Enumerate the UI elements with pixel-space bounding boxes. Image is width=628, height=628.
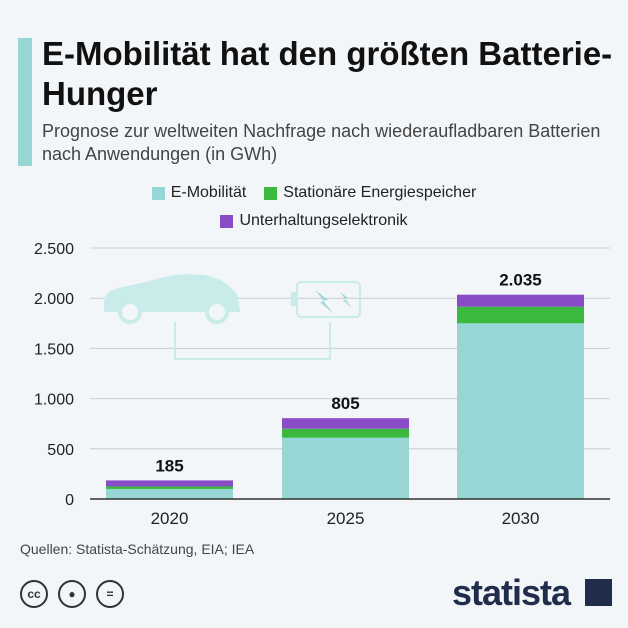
bar-segment-2030-2: [457, 294, 584, 307]
statista-logo-mark: [585, 579, 612, 606]
battery-icon: [296, 281, 361, 318]
car-icon: [104, 274, 240, 312]
bar-segment-2020-2: [106, 480, 233, 487]
total-label: 2.035: [499, 271, 542, 290]
total-label: 805: [331, 394, 359, 413]
bar-segment-2025-1: [282, 428, 409, 438]
legend-swatch: [220, 214, 234, 228]
x-tick-label: 2030: [502, 509, 540, 528]
x-tick-label: 2020: [151, 509, 189, 528]
bar-segment-2020-1: [106, 486, 233, 489]
statista-logo: statista: [452, 572, 571, 613]
legend-item-unterhaltung: Unterhaltungselektronik: [220, 212, 408, 230]
equals-icon: =: [96, 580, 124, 608]
legend-label: Stationäre Energiespeicher: [283, 184, 477, 201]
y-tick-label: 1.500: [34, 341, 74, 358]
bar-segment-2025-0: [282, 437, 409, 499]
total-label: 185: [155, 456, 183, 475]
legend-item-e-mobilitaet: E-Mobilität: [151, 184, 247, 202]
legend-swatch: [151, 186, 165, 200]
legend-swatch: [264, 186, 278, 200]
y-tick-label: 500: [47, 442, 74, 459]
legend-label: Unterhaltungselektronik: [239, 212, 408, 229]
y-tick-label: 0: [65, 492, 74, 509]
cc-icon: cc: [20, 580, 48, 608]
legend: E-Mobilität Stationäre Energiespeicher U…: [0, 184, 628, 240]
bar-segment-2020-0: [106, 488, 233, 499]
bar-segment-2030-1: [457, 306, 584, 324]
y-tick-label: 2.500: [34, 241, 74, 258]
x-tick-label: 2025: [327, 509, 365, 528]
y-tick-label: 1.000: [34, 392, 74, 409]
person-icon: ●: [58, 580, 86, 608]
chart-subtitle: Prognose zur weltweiten Nachfrage nach w…: [42, 121, 601, 164]
y-tick-label: 2.000: [34, 291, 74, 308]
bar-segment-2030-0: [457, 323, 584, 499]
car-battery-illustration: [104, 274, 361, 360]
bar-segment-2025-2: [282, 418, 409, 429]
legend-label: E-Mobilität: [170, 184, 247, 201]
legend-item-stationaer: Stationäre Energiespeicher: [264, 184, 476, 202]
source-text: Quellen: Statista-Schätzung, EIA; IEA: [20, 541, 255, 557]
chart-title: E-Mobilität hat den größten Batterie-Hun…: [42, 35, 613, 112]
accent-bar: [18, 38, 32, 166]
